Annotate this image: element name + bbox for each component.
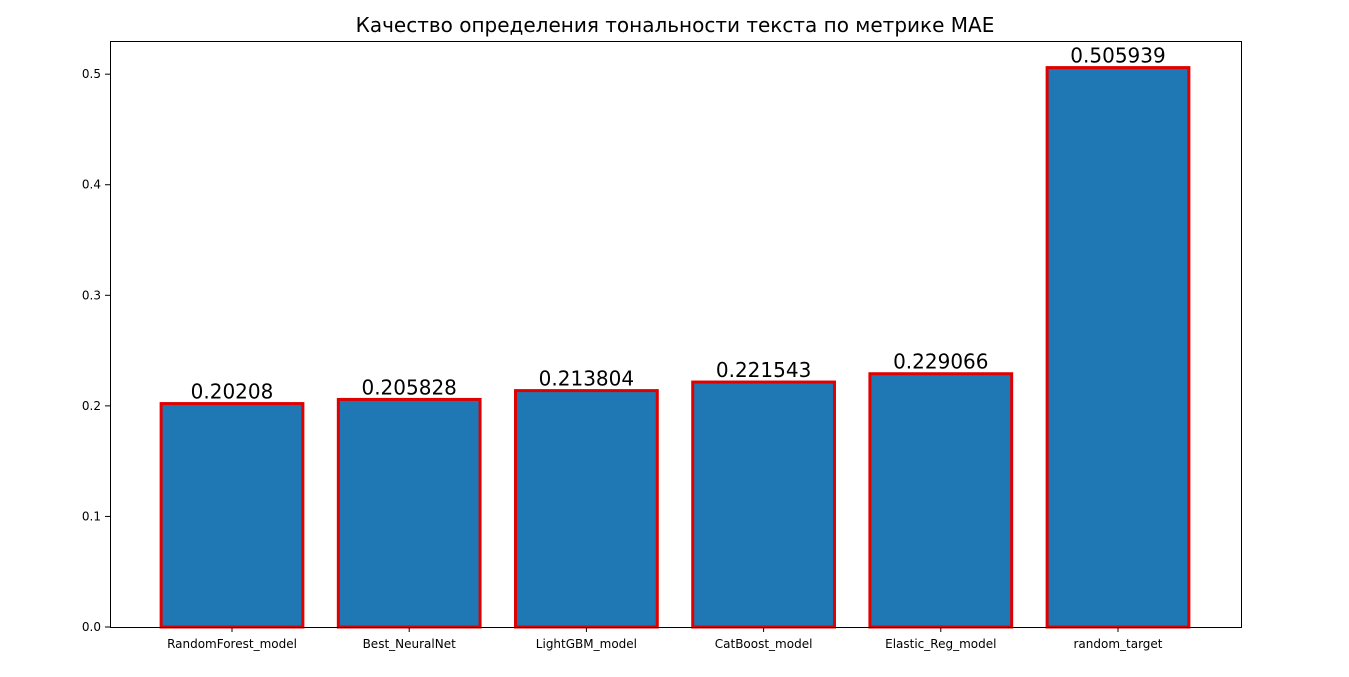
x-tick-label: random_target [1073, 637, 1162, 651]
bar-catboost-model [691, 380, 836, 629]
bar-best-neuralnet [336, 397, 482, 629]
data-label: 0.213804 [539, 367, 634, 391]
data-label: 0.20208 [191, 380, 274, 404]
chart-title: Качество определения тональности текста … [356, 13, 995, 37]
y-tick-label: 0.5 [82, 67, 101, 81]
x-tick-label: RandomForest_model [167, 637, 297, 651]
y-tick-label: 0.0 [82, 620, 101, 634]
x-tick-label: LightGBM_model [536, 637, 637, 651]
bar-random-target [1045, 66, 1191, 629]
y-tick-label: 0.2 [82, 399, 101, 413]
x-tick-label: Best_NeuralNet [363, 637, 457, 651]
bars-layer [159, 66, 1191, 629]
y-axis: 0.0 0.1 0.2 0.3 0.4 0.5 [82, 67, 110, 634]
plot-frame [110, 41, 1242, 628]
bar-randomforest-model [159, 402, 305, 629]
y-tick-label: 0.3 [82, 288, 101, 302]
data-label: 0.229066 [893, 350, 988, 374]
x-axis: RandomForest_model Best_NeuralNet LightGBM… [167, 627, 1163, 651]
x-tick-label: CatBoost_model [715, 637, 813, 651]
data-labels-layer: 0.20208 0.205828 0.213804 0.221543 0.229066 0… [191, 44, 1166, 404]
bar-elastic-reg-model [868, 372, 1014, 629]
y-tick-label: 0.1 [82, 509, 101, 523]
data-label: 0.205828 [361, 375, 456, 399]
data-label: 0.505939 [1070, 44, 1165, 68]
y-tick-label: 0.4 [82, 178, 101, 192]
data-label: 0.221543 [716, 358, 811, 382]
x-tick-label: Elastic_Reg_model [885, 637, 996, 651]
bar-lightgbm-model [514, 389, 659, 629]
